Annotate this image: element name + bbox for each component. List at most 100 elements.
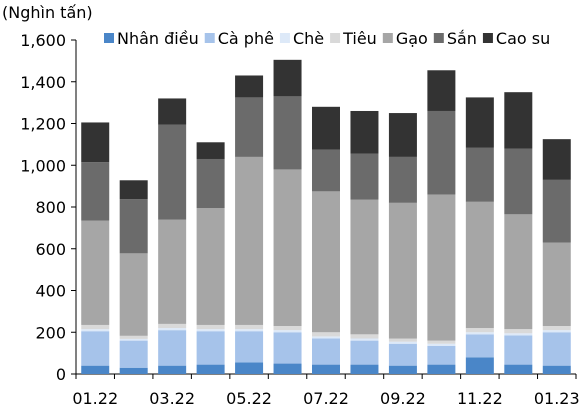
legend-swatch xyxy=(104,33,114,43)
bar-segment xyxy=(504,333,533,336)
bar-segment xyxy=(81,329,110,332)
bar-segment xyxy=(196,208,225,325)
bar-segment xyxy=(542,325,571,331)
y-tick-label: 1,000 xyxy=(20,156,66,175)
legend-item: Tiêu xyxy=(330,29,377,48)
x-tick-label: 01.22 xyxy=(72,389,118,408)
bar-segment xyxy=(158,365,187,374)
bar-stack-04.22 xyxy=(196,142,225,374)
legend-item: Chè xyxy=(279,29,324,48)
x-tick-label: 05.22 xyxy=(226,389,272,408)
bar-segment xyxy=(388,156,417,203)
bar-segment xyxy=(465,328,494,333)
bar-segment xyxy=(388,341,417,344)
bar-segment xyxy=(465,97,494,148)
bar-segment xyxy=(119,340,148,368)
bar-segment xyxy=(465,201,494,329)
legend-item: Nhân điều xyxy=(104,29,199,48)
legend-label: Cao su xyxy=(496,29,550,48)
x-tick-label: 03.22 xyxy=(149,389,195,408)
legend-swatch xyxy=(382,33,393,43)
bar-segment xyxy=(465,332,494,335)
bar-segment xyxy=(542,242,571,326)
bar-segment xyxy=(81,324,110,330)
y-tick-label: 600 xyxy=(35,240,66,259)
x-tick-label: 07.22 xyxy=(303,389,349,408)
legend-swatch xyxy=(330,33,341,43)
bar-segment xyxy=(196,158,225,209)
bar-segment xyxy=(119,335,148,339)
bar-segment xyxy=(196,364,225,374)
bar-stack-08.22 xyxy=(350,110,379,374)
legend-item: Cao su xyxy=(482,29,550,48)
bar-segment xyxy=(388,365,417,374)
bar-segment xyxy=(81,331,110,366)
legend-swatch xyxy=(433,33,444,43)
bar-segment xyxy=(465,334,494,358)
bar-segment xyxy=(158,323,187,329)
bar-segment xyxy=(388,202,417,339)
bar-stack-07.22 xyxy=(312,106,340,374)
x-tick-label: 09.22 xyxy=(380,389,426,408)
bar-segment xyxy=(81,365,110,374)
bar-segment xyxy=(273,330,302,333)
y-tick-label: 1,200 xyxy=(20,115,66,134)
legend: Nhân điều Cà phê Chè Tiêu Gạo Sắn Cao su xyxy=(104,29,550,48)
y-unit-label: (Nghìn tấn) xyxy=(2,3,93,22)
bar-segment xyxy=(312,149,340,192)
bar-segment xyxy=(235,156,264,325)
y-tick-label: 0 xyxy=(56,365,66,384)
bar-segment xyxy=(427,70,456,111)
bar-segment xyxy=(504,364,533,374)
bar-segment xyxy=(196,142,225,159)
bar-segment xyxy=(504,335,533,365)
bar-segment xyxy=(312,336,340,339)
bar-segment xyxy=(273,96,302,170)
bar-segment xyxy=(119,253,148,336)
bar-segment xyxy=(119,367,148,374)
bar-segment xyxy=(81,162,110,221)
bar-segment xyxy=(388,343,417,366)
bar-stack-02.22 xyxy=(119,180,148,374)
bar-segment xyxy=(504,329,533,334)
bar-segment xyxy=(158,98,187,125)
legend-swatch xyxy=(482,33,493,43)
bar-stack-06.22 xyxy=(273,59,302,374)
bar-segment xyxy=(235,329,264,332)
bar-stack-11.22 xyxy=(465,97,494,374)
bar-segment xyxy=(312,332,340,337)
bar-stack-10.22 xyxy=(427,70,456,374)
bar-segment xyxy=(388,338,417,342)
bar-segment xyxy=(388,113,417,157)
legend-label: Gạo xyxy=(396,29,428,48)
bar-stack-01.22 xyxy=(81,122,110,374)
bar-segment xyxy=(235,324,264,330)
bar-segment xyxy=(350,334,379,339)
bar-segment xyxy=(542,179,571,243)
bar-segment xyxy=(350,199,379,335)
legend-swatch xyxy=(279,33,290,43)
bar-segment xyxy=(312,106,340,150)
bar-segment xyxy=(350,153,379,200)
bar-segment xyxy=(119,180,148,200)
bar-segment xyxy=(235,362,264,374)
bar-stack-12.22 xyxy=(504,92,533,374)
legend-swatch xyxy=(204,33,215,43)
bar-segment xyxy=(350,364,379,374)
bar-segment xyxy=(158,328,187,331)
bar-segment xyxy=(465,357,494,374)
bar-segment xyxy=(158,330,187,366)
y-tick-label: 200 xyxy=(35,323,66,342)
legend-item: Cà phê xyxy=(204,29,274,48)
legend-item: Sắn xyxy=(433,29,477,48)
bar-segment xyxy=(312,364,340,374)
bar-segment xyxy=(465,147,494,202)
bar-segment xyxy=(542,365,571,374)
bar-segment xyxy=(427,364,456,374)
bar-stack-05.22 xyxy=(235,75,264,374)
bar-stack-03.22 xyxy=(158,98,187,374)
bar-segment xyxy=(542,139,571,180)
y-tick-label: 800 xyxy=(35,198,66,217)
bar-segment xyxy=(235,75,264,98)
y-tick-labels: 0 200 400 600 800 1,000 1,200 1,400 1,600 xyxy=(20,31,66,384)
